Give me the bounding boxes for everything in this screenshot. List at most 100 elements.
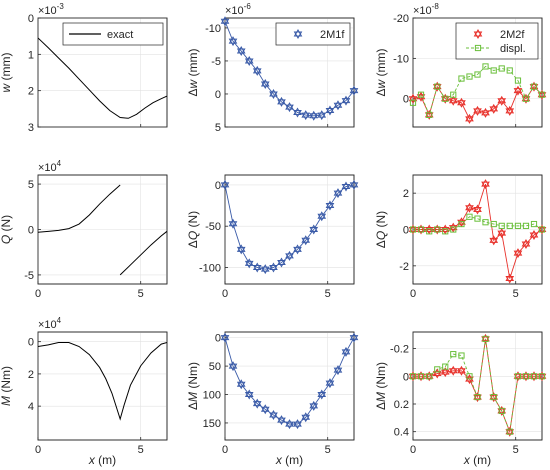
data-point xyxy=(474,215,481,222)
x-axis-label: x (m) xyxy=(88,453,116,467)
y-axis-label: ΔM (Nm) xyxy=(186,362,200,410)
data-point xyxy=(309,400,319,411)
data-point xyxy=(269,262,278,273)
data-point xyxy=(260,404,270,415)
legend: exact xyxy=(62,22,164,46)
data-point xyxy=(537,89,547,100)
data-point xyxy=(244,55,254,66)
data-point xyxy=(489,103,499,114)
data-point xyxy=(530,373,538,380)
data-point xyxy=(325,378,335,389)
y-label-variable: M xyxy=(186,392,200,402)
plot-area xyxy=(38,37,167,119)
data-point xyxy=(301,235,311,246)
axes-box xyxy=(412,331,543,441)
data-point xyxy=(424,109,434,120)
data-point xyxy=(220,16,230,27)
data-point xyxy=(426,228,433,235)
y-label-prefix: Δ xyxy=(374,240,388,248)
data-point xyxy=(514,77,522,84)
data-point xyxy=(432,224,442,235)
x-label-variable: x xyxy=(275,453,283,467)
data-point xyxy=(325,200,335,211)
y-label-unit: (N) xyxy=(374,211,388,228)
y-tick-label: 0 xyxy=(215,333,221,345)
data-point xyxy=(333,188,343,199)
scale-exponent: -8 xyxy=(432,2,440,11)
legend-hexagram-swatch xyxy=(473,28,483,40)
data-point xyxy=(317,110,327,121)
data-point xyxy=(522,95,530,102)
series-line xyxy=(225,337,354,425)
data-point xyxy=(409,373,417,380)
y-tick-label: 0.2 xyxy=(394,399,409,411)
y-tick-label: 4 xyxy=(28,401,34,413)
x-label-unit: (m) xyxy=(473,453,491,467)
data-point xyxy=(236,46,246,57)
data-point xyxy=(426,111,433,118)
data-point xyxy=(537,224,547,235)
data-point xyxy=(513,248,523,259)
data-point xyxy=(465,113,474,124)
y-label-variable: M xyxy=(0,396,13,406)
data-point xyxy=(481,179,490,190)
y-label-unit: (mm) xyxy=(186,48,200,76)
data-point xyxy=(333,100,343,111)
data-point xyxy=(301,412,311,423)
y-tick-label: 0 xyxy=(28,225,34,237)
x-tick-label: 0 xyxy=(410,444,416,456)
series-line xyxy=(119,230,167,276)
axis-scale-factor: ×10-6 xyxy=(225,2,251,17)
y-label-prefix: Δ xyxy=(374,402,388,410)
legend-label: 2M2f xyxy=(500,29,525,41)
y-tick-label: 2 xyxy=(28,86,34,98)
y-axis-label: ΔM (Nm) xyxy=(374,362,388,410)
data-point xyxy=(349,85,359,96)
series-line xyxy=(225,184,354,270)
data-point xyxy=(489,235,499,246)
data-point xyxy=(416,371,426,382)
data-point xyxy=(252,262,262,273)
y-tick-label: -5 xyxy=(24,270,34,282)
panel-dM-2M2f: 0 5 -0.2 0 0.2 0.4 ΔM (Nm) xyxy=(374,331,547,456)
data-point xyxy=(285,102,294,113)
data-point xyxy=(521,371,531,382)
data-point xyxy=(309,110,319,121)
y-tick-label: 0 xyxy=(215,180,221,192)
plot-area xyxy=(413,65,542,120)
y-tick-label: 0 xyxy=(28,13,34,25)
x-tick-label: 0 xyxy=(410,288,416,300)
scale-exponent: -6 xyxy=(244,2,252,11)
data-point xyxy=(408,371,418,382)
data-point xyxy=(448,365,458,376)
x-tick-label: 0 xyxy=(35,444,41,456)
legend: 2M1f xyxy=(275,22,351,46)
data-point xyxy=(505,105,515,116)
data-point xyxy=(440,93,450,104)
legend: 2M2f displ. xyxy=(455,22,539,60)
x-tick-label: 0 xyxy=(222,288,228,300)
data-point xyxy=(529,229,539,240)
panel-w-exact: 0 1 2 3 w (mm) ×10-3 exact xyxy=(0,2,168,134)
data-point xyxy=(513,85,523,96)
legend-box xyxy=(62,22,164,46)
data-point xyxy=(521,239,531,250)
scale-base: ×10 xyxy=(225,5,244,17)
y-tick-label: 2 xyxy=(403,188,409,200)
panel-dw-2M1f: -10 -5 0 5 Δw (mm) ×10-6 2M1f xyxy=(186,2,359,134)
data-point xyxy=(317,211,327,222)
data-point xyxy=(293,244,302,255)
y-label-unit: (N) xyxy=(186,211,200,228)
y-label-variable: M xyxy=(374,392,388,402)
data-point xyxy=(506,428,513,435)
data-point xyxy=(481,107,490,118)
data-point xyxy=(514,373,522,380)
y-tick-label: -2 xyxy=(399,261,409,273)
data-point xyxy=(341,95,351,106)
y-label-variable: w xyxy=(374,78,388,88)
data-point xyxy=(473,392,482,403)
y-tick-label: 100 xyxy=(203,390,221,402)
legend-label: 2M1f xyxy=(320,29,345,41)
